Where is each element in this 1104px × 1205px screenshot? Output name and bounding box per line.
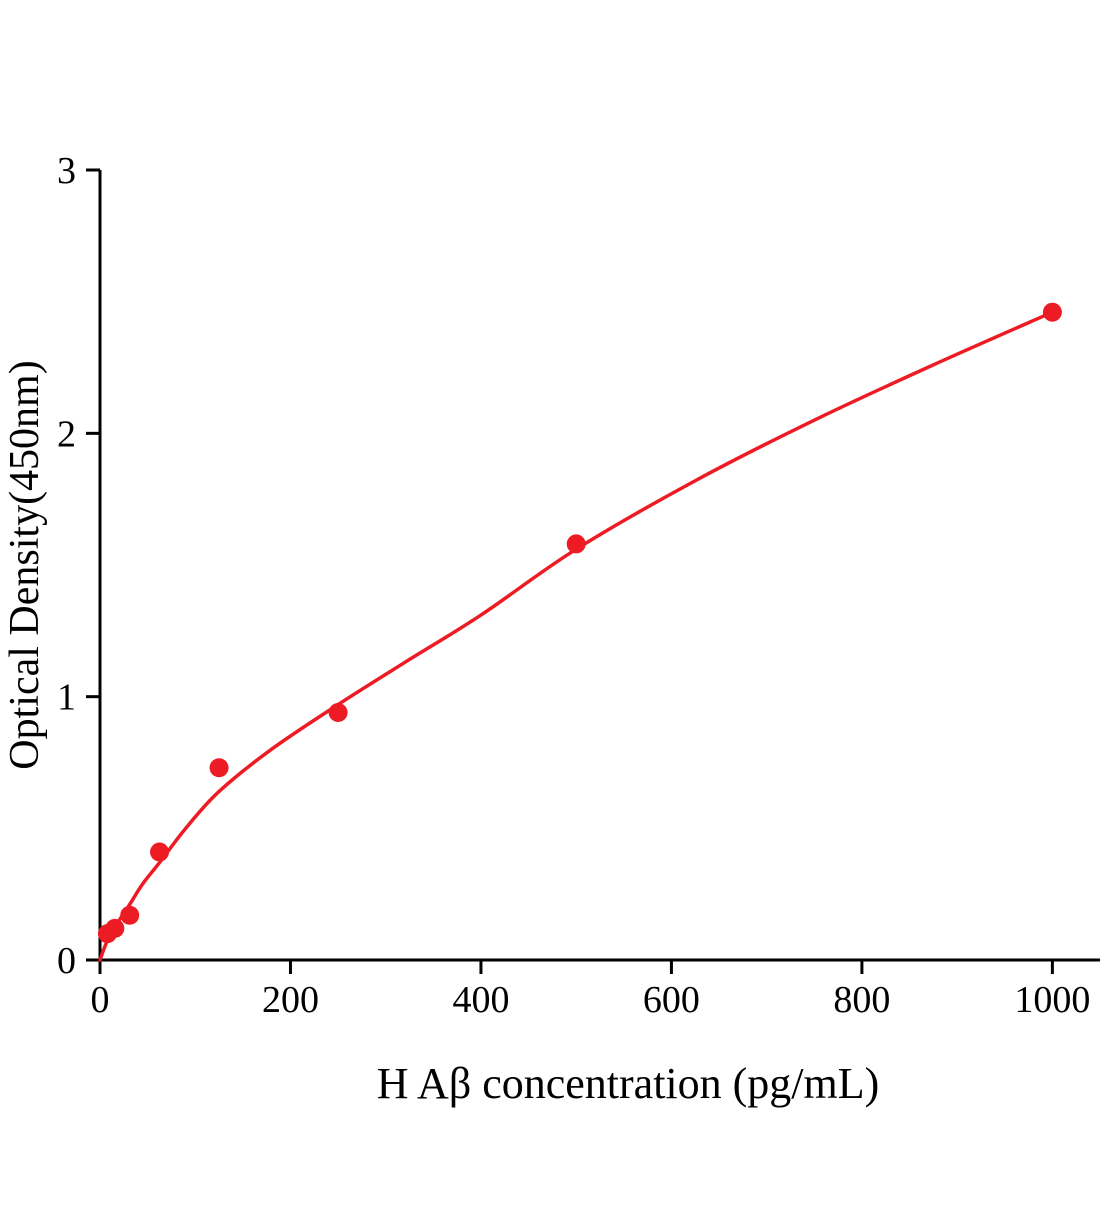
data-point bbox=[209, 758, 229, 778]
y-tick-label: 0 bbox=[57, 940, 76, 982]
data-point bbox=[566, 534, 586, 554]
x-tick-label: 1000 bbox=[1014, 979, 1090, 1021]
x-axis-label: H Aβ concentration (pg/mL) bbox=[377, 1059, 880, 1108]
x-tick-label: 400 bbox=[452, 979, 509, 1021]
data-point bbox=[120, 905, 140, 925]
fit-curve-line bbox=[98, 310, 1055, 962]
ticks-layer: 0 200 400 600 800 1000 0 1 2 3 bbox=[57, 150, 1090, 1021]
data-point bbox=[1042, 302, 1062, 322]
y-tick-label: 3 bbox=[57, 150, 76, 192]
y-tick-label: 2 bbox=[57, 413, 76, 455]
x-tick-label: 0 bbox=[91, 979, 110, 1021]
data-point bbox=[105, 918, 125, 938]
data-point bbox=[150, 842, 170, 862]
x-tick-label: 200 bbox=[262, 979, 319, 1021]
series-layer bbox=[97, 302, 1062, 962]
axes-layer bbox=[98, 170, 1100, 962]
x-tick-label: 600 bbox=[643, 979, 700, 1021]
data-point bbox=[328, 702, 348, 722]
y-tick-label: 1 bbox=[57, 677, 76, 719]
x-tick-label: 800 bbox=[833, 979, 890, 1021]
y-axis-label: Optical Density(450nm) bbox=[2, 360, 48, 769]
